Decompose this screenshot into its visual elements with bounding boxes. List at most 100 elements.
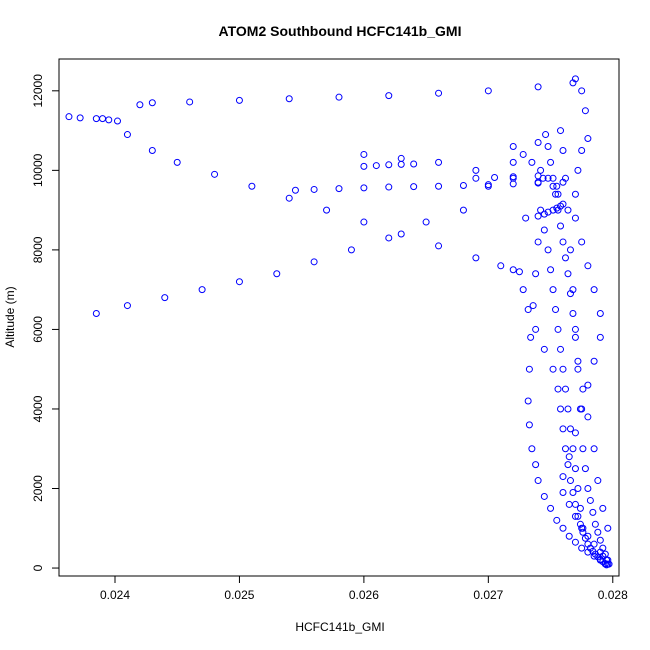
- data-point: [491, 174, 499, 182]
- data-point: [574, 365, 582, 373]
- data-point: [571, 429, 579, 437]
- data-point: [519, 286, 527, 294]
- data-point: [559, 146, 567, 154]
- data-point: [509, 266, 517, 274]
- x-axis: 0.024 0.025 0.026 0.027 0.028: [100, 575, 628, 602]
- data-point: [472, 166, 480, 174]
- data-point: [522, 214, 530, 222]
- data-point: [532, 461, 540, 469]
- data-point: [559, 200, 567, 208]
- data-point: [92, 310, 100, 318]
- data-point: [385, 183, 393, 191]
- data-point: [578, 544, 586, 552]
- data-point: [590, 445, 598, 453]
- data-point: [435, 158, 443, 166]
- y-tick-label: 6000: [31, 316, 45, 343]
- data-point: [484, 181, 492, 189]
- data-point: [435, 182, 443, 190]
- data-point: [584, 262, 592, 270]
- data-point: [590, 540, 598, 548]
- y-tick-label: 0: [31, 564, 45, 571]
- data-point: [515, 268, 523, 276]
- data-point: [561, 445, 569, 453]
- data-point: [472, 174, 480, 182]
- data-point: [285, 95, 293, 103]
- data-point: [186, 98, 194, 106]
- data-point: [385, 92, 393, 100]
- data-point: [566, 477, 574, 485]
- data-point: [173, 158, 181, 166]
- data-point: [65, 113, 73, 121]
- data-point: [92, 115, 100, 123]
- data-point: [385, 234, 393, 242]
- data-point: [557, 222, 565, 230]
- data-point: [584, 135, 592, 143]
- data-point: [540, 492, 548, 500]
- data-point: [397, 160, 405, 168]
- data-point: [397, 154, 405, 162]
- data-point: [561, 385, 569, 393]
- data-point: [559, 524, 567, 532]
- data-point: [323, 206, 331, 214]
- data-point: [581, 465, 589, 473]
- data-point: [410, 160, 418, 168]
- plot-frame: [58, 58, 620, 577]
- data-point: [459, 181, 467, 189]
- data-point: [554, 190, 562, 198]
- data-point: [578, 238, 586, 246]
- y-tick-label: 10000: [31, 153, 45, 187]
- data-point: [552, 306, 560, 314]
- data-point: [136, 101, 144, 109]
- data-point: [547, 504, 555, 512]
- data-point: [99, 115, 107, 123]
- data-point: [576, 405, 584, 413]
- data-point: [559, 473, 567, 481]
- data-point: [549, 174, 557, 182]
- data-point: [335, 93, 343, 101]
- data-point: [542, 131, 550, 139]
- data-point: [553, 182, 561, 190]
- data-point: [148, 146, 156, 154]
- data-point: [596, 310, 604, 318]
- data-point: [564, 270, 572, 278]
- data-point: [581, 534, 589, 542]
- data-point: [540, 345, 548, 353]
- data-point: [579, 528, 587, 536]
- data-point: [459, 206, 467, 214]
- data-point: [534, 139, 542, 147]
- data-point: [578, 146, 586, 154]
- y-tick-label: 4000: [31, 395, 45, 422]
- data-point: [571, 333, 579, 341]
- data-point: [596, 536, 604, 544]
- data-point: [335, 185, 343, 193]
- data-point: [509, 173, 517, 181]
- data-point: [235, 278, 243, 286]
- data-point: [553, 204, 561, 212]
- data-point: [534, 172, 542, 180]
- data-point: [273, 270, 281, 278]
- data-point: [596, 333, 604, 341]
- data-point: [248, 182, 256, 190]
- data-point: [544, 246, 552, 254]
- data-point: [519, 150, 527, 158]
- data-point: [554, 385, 562, 393]
- chart-title: ATOM2 Southbound HCFC141b_GMI: [219, 23, 462, 39]
- data-point: [360, 218, 368, 226]
- data-point: [584, 381, 592, 389]
- data-point: [509, 158, 517, 166]
- data-point: [561, 174, 569, 182]
- data-point: [472, 254, 480, 262]
- data-point: [569, 310, 577, 318]
- data-point: [574, 166, 582, 174]
- x-tick-label: 0.025: [224, 588, 254, 602]
- data-point: [553, 516, 561, 524]
- data-point: [594, 528, 602, 536]
- y-tick-label: 8000: [31, 236, 45, 263]
- y-axis: 0 2000 4000 6000 8000 10000 12000: [31, 74, 60, 571]
- data-point: [123, 131, 131, 139]
- data-point: [569, 286, 577, 294]
- data-point: [549, 365, 557, 373]
- data-point: [527, 333, 535, 341]
- data-point: [581, 107, 589, 115]
